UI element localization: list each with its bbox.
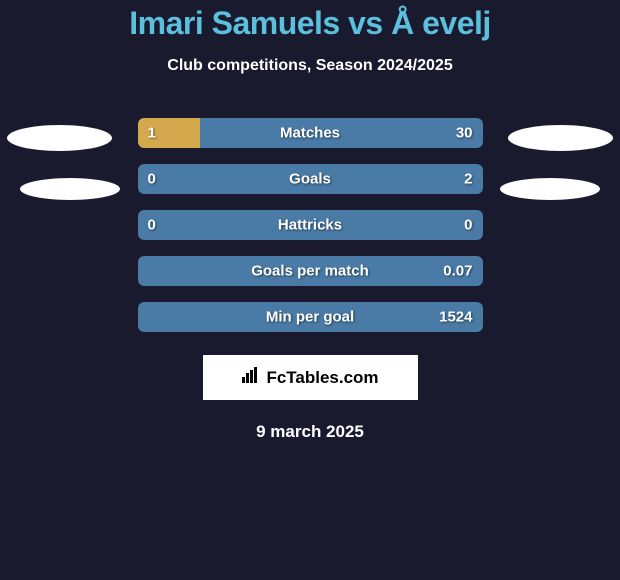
stat-label: Goals per match bbox=[251, 263, 369, 280]
stat-bar: Min per goal 1524 bbox=[138, 302, 483, 332]
subtitle: Club competitions, Season 2024/2025 bbox=[0, 57, 620, 75]
brand-text: FcTables.com bbox=[266, 368, 378, 388]
main-container: Imari Samuels vs Å evelj Club competitio… bbox=[0, 0, 620, 442]
stat-bar: Goals 0 2 bbox=[138, 164, 483, 194]
stat-bar: Goals per match 0.07 bbox=[138, 256, 483, 286]
chart-icon bbox=[241, 367, 261, 388]
stat-row: Matches 1 30 bbox=[0, 110, 620, 156]
stat-label: Goals bbox=[289, 171, 331, 188]
stat-label: Matches bbox=[280, 125, 340, 142]
stat-value-right: 0.07 bbox=[443, 263, 472, 280]
stat-value-right: 2 bbox=[464, 171, 472, 188]
stat-value-left: 0 bbox=[148, 217, 156, 234]
stat-value-left: 1 bbox=[148, 125, 156, 142]
stat-row: Goals per match 0.07 bbox=[0, 248, 620, 294]
stat-value-left: 0 bbox=[148, 171, 156, 188]
stats-area: Matches 1 30 Goals 0 2 Hattricks 0 0 Goals per ma… bbox=[0, 110, 620, 340]
stat-value-right: 30 bbox=[456, 125, 473, 142]
stat-bar: Matches 1 30 bbox=[138, 118, 483, 148]
page-title: Imari Samuels vs Å evelj bbox=[0, 5, 620, 42]
date-text: 9 march 2025 bbox=[0, 422, 620, 442]
brand-box[interactable]: FcTables.com bbox=[203, 355, 418, 400]
stat-value-right: 1524 bbox=[439, 309, 472, 326]
stat-bar: Hattricks 0 0 bbox=[138, 210, 483, 240]
stat-value-right: 0 bbox=[464, 217, 472, 234]
stat-label: Min per goal bbox=[266, 309, 354, 326]
stat-row: Min per goal 1524 bbox=[0, 294, 620, 340]
stat-label: Hattricks bbox=[278, 217, 342, 234]
stat-row: Goals 0 2 bbox=[0, 156, 620, 202]
stat-row: Hattricks 0 0 bbox=[0, 202, 620, 248]
